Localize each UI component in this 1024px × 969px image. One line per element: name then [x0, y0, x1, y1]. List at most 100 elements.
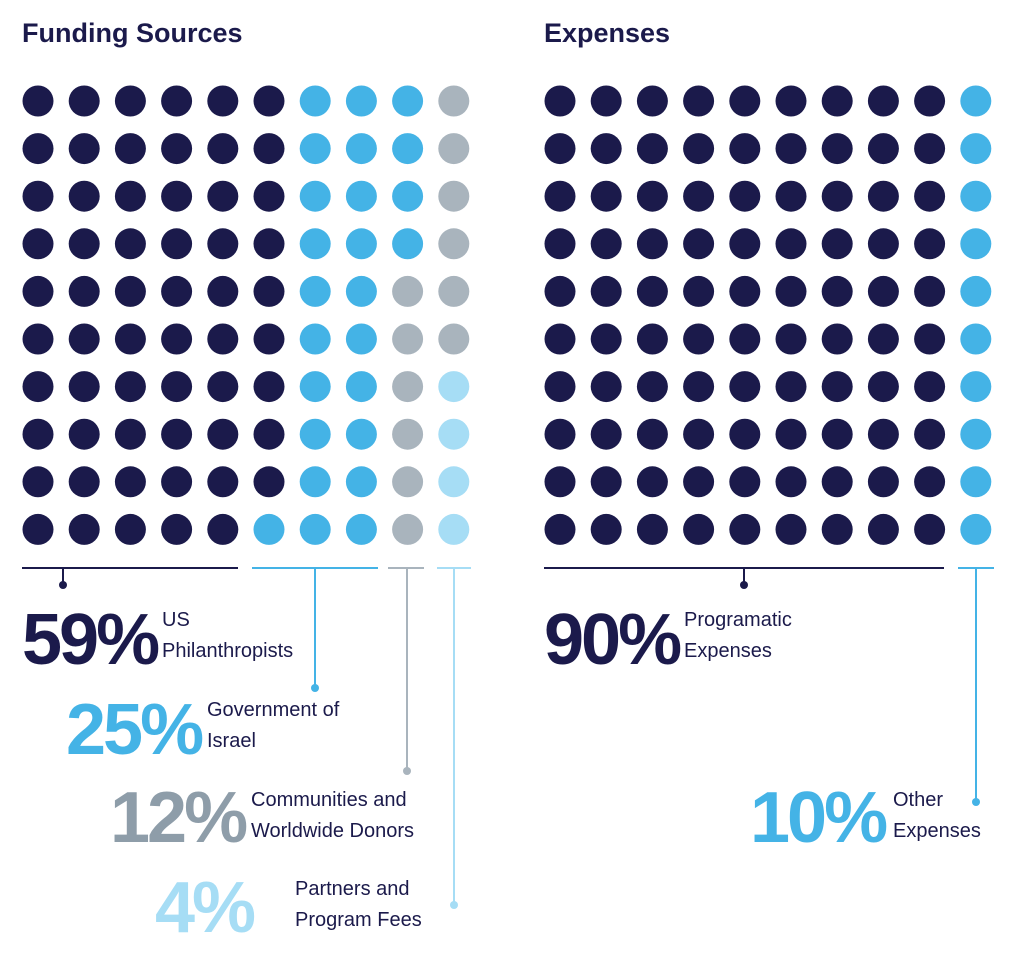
waffle-dot	[299, 133, 331, 165]
percent-label: 10%	[750, 778, 888, 858]
waffle-dot	[683, 228, 715, 260]
waffle-dot	[683, 323, 715, 355]
waffle-dot	[299, 85, 331, 117]
waffle-dot	[544, 371, 576, 403]
waffle-dot	[775, 85, 807, 117]
connector-dot	[311, 684, 319, 692]
waffle-dot	[636, 133, 668, 165]
waffle-dot	[114, 418, 146, 450]
waffle-dot	[299, 466, 331, 498]
connector-dot	[972, 798, 980, 806]
waffle-dot	[821, 513, 853, 545]
waffle-dot	[161, 180, 193, 212]
waffle-dot	[867, 513, 899, 545]
waffle-dot	[729, 275, 761, 307]
connector-dot	[59, 581, 67, 589]
waffle-dot	[590, 513, 622, 545]
waffle-dot	[544, 228, 576, 260]
waffle-dot	[207, 371, 239, 403]
category-label: Partners and Program Fees	[295, 878, 422, 931]
waffle-dot	[636, 180, 668, 212]
waffle-dot	[253, 180, 285, 212]
waffle-dot	[914, 323, 946, 355]
chart-title: Funding Sources	[22, 18, 243, 48]
waffle-dot	[636, 371, 668, 403]
waffle-dot	[253, 513, 285, 545]
waffle-dot	[68, 180, 100, 212]
waffle-dot	[636, 323, 668, 355]
waffle-dot	[253, 228, 285, 260]
waffle-dot	[392, 371, 424, 403]
waffle-dot	[867, 228, 899, 260]
waffle-dot	[22, 371, 54, 403]
waffle-dot	[821, 85, 853, 117]
waffle-dot	[22, 275, 54, 307]
waffle-dot	[114, 323, 146, 355]
waffle-dot	[207, 275, 239, 307]
waffle-dot	[22, 418, 54, 450]
waffle-dot	[729, 85, 761, 117]
waffle-dot	[544, 323, 576, 355]
category-label: Other Expenses	[893, 789, 981, 842]
waffle-dot	[22, 323, 54, 355]
waffle-dot	[729, 513, 761, 545]
waffle-dot	[253, 133, 285, 165]
waffle-dot	[960, 228, 992, 260]
waffle-dot	[114, 513, 146, 545]
waffle-dot	[345, 180, 377, 212]
waffle-dot	[207, 513, 239, 545]
connector-dot	[450, 901, 458, 909]
waffle-dot	[22, 513, 54, 545]
waffle-dot	[729, 323, 761, 355]
waffle-dot	[161, 418, 193, 450]
waffle-dot	[161, 275, 193, 307]
waffle-dot	[68, 323, 100, 355]
waffle-dot	[345, 323, 377, 355]
waffle-dot	[821, 418, 853, 450]
waffle-dot	[775, 275, 807, 307]
waffle-dot	[775, 513, 807, 545]
percent-label: 59%	[22, 600, 160, 680]
category-label: Programatic Expenses	[684, 609, 792, 662]
waffle-dot	[729, 418, 761, 450]
waffle-dot	[683, 133, 715, 165]
waffle-dot	[299, 513, 331, 545]
waffle-dot	[68, 466, 100, 498]
waffle-dot	[960, 513, 992, 545]
waffle-dot	[114, 228, 146, 260]
waffle-dot	[161, 371, 193, 403]
percent-label: 25%	[66, 690, 204, 770]
waffle-dot	[392, 513, 424, 545]
waffle-dot	[22, 85, 54, 117]
chart-title: Expenses	[544, 18, 671, 48]
waffle-dot	[438, 418, 470, 450]
waffle-dot	[590, 85, 622, 117]
waffle-dot	[867, 466, 899, 498]
waffle-dot	[544, 466, 576, 498]
waffle-dot	[960, 466, 992, 498]
waffle-dot	[253, 466, 285, 498]
waffle-dot	[821, 371, 853, 403]
waffle-dot	[392, 275, 424, 307]
percent-label: 12%	[110, 778, 248, 858]
waffle-dot	[590, 275, 622, 307]
waffle-dot	[207, 466, 239, 498]
waffle-dot	[22, 466, 54, 498]
waffle-dot	[590, 228, 622, 260]
waffle-dot	[68, 513, 100, 545]
waffle-dot	[960, 371, 992, 403]
waffle-dot	[683, 513, 715, 545]
waffle-dot	[68, 133, 100, 165]
waffle-dot	[253, 85, 285, 117]
waffle-dot	[683, 180, 715, 212]
waffle-dot	[914, 85, 946, 117]
waffle-dot	[775, 371, 807, 403]
waffle-dot	[22, 133, 54, 165]
waffle-dot	[438, 228, 470, 260]
waffle-dot	[775, 323, 807, 355]
waffle-dot	[114, 180, 146, 212]
waffle-dot	[867, 275, 899, 307]
waffle-dot	[161, 323, 193, 355]
waffle-dot	[392, 418, 424, 450]
